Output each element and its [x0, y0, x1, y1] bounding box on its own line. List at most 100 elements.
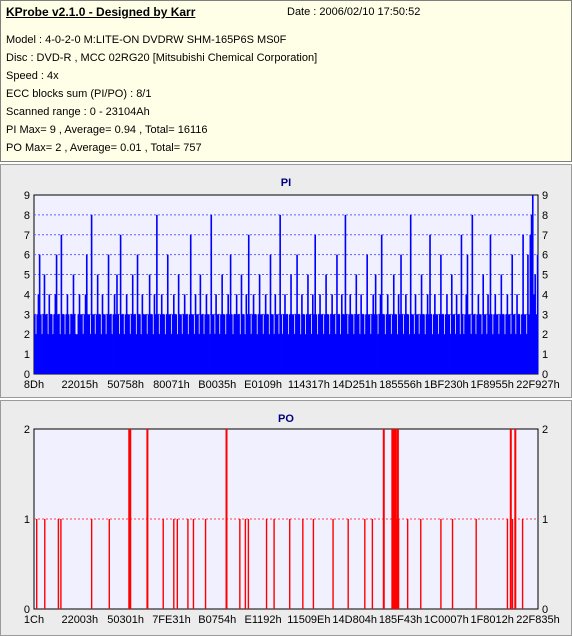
bar — [113, 294, 116, 374]
bar — [496, 314, 499, 374]
bar — [278, 334, 280, 374]
bar — [247, 519, 250, 609]
pi-chart: PI 0 0 1 1 2 2 3 3 4 4 5 5 6 6 7 7 8 8 9 9 8Dh 22015h 50758h 800… — [24, 177, 560, 391]
x-tick-label: 1F8955h — [470, 379, 513, 391]
bar — [340, 294, 343, 374]
bar — [528, 314, 530, 374]
bar — [392, 429, 395, 609]
bar — [67, 314, 70, 374]
bar — [437, 334, 440, 374]
bar — [330, 314, 332, 374]
bar — [401, 314, 404, 374]
bar — [240, 274, 243, 374]
bar — [311, 294, 314, 374]
y-tick-label-right: 7 — [542, 230, 548, 242]
y-tick-label-left: 3 — [24, 309, 30, 321]
bar — [38, 254, 41, 374]
bar — [212, 314, 215, 374]
bar — [129, 334, 132, 374]
bar — [415, 314, 418, 374]
bar — [518, 314, 521, 374]
bar — [378, 314, 381, 374]
bar — [260, 314, 262, 374]
bar — [256, 334, 258, 374]
bar — [226, 314, 228, 374]
bar — [79, 314, 82, 374]
bar — [64, 334, 66, 374]
bar — [492, 334, 494, 374]
bar — [192, 314, 194, 374]
y-tick-label-right: 0 — [542, 369, 548, 381]
bar — [110, 314, 112, 374]
bar — [331, 294, 333, 374]
bar — [146, 429, 149, 609]
bar — [469, 314, 471, 374]
bar — [276, 314, 279, 374]
bar — [81, 314, 83, 374]
bar — [185, 314, 187, 374]
bar — [124, 314, 127, 374]
bar — [409, 214, 412, 374]
bar — [292, 314, 295, 374]
info-line-pi-stats: PI Max= 9 , Average= 0.94 , Total= 16116 — [6, 124, 208, 136]
bar — [244, 519, 247, 609]
bar — [272, 314, 274, 374]
bar — [85, 254, 88, 374]
bar — [253, 314, 256, 374]
bar — [36, 314, 39, 374]
bar — [377, 334, 379, 374]
bar — [448, 314, 451, 374]
x-tick-label: 22F927h — [516, 379, 559, 391]
x-tick-label: 8Dh — [24, 379, 44, 391]
bar — [371, 314, 373, 374]
bar — [123, 334, 126, 374]
x-tick-label: 11509Eh — [287, 614, 330, 626]
y-tick-label-left: 4 — [24, 289, 30, 301]
chart-title: PO — [278, 413, 294, 425]
bar — [162, 314, 164, 374]
bar — [458, 314, 460, 374]
bar — [206, 314, 209, 374]
bar — [265, 519, 268, 609]
bar — [160, 294, 163, 374]
bar — [111, 334, 113, 374]
bar — [204, 314, 207, 374]
bar — [235, 294, 238, 374]
bar — [324, 314, 326, 374]
bar — [525, 334, 528, 374]
bar — [444, 314, 447, 374]
bar — [428, 314, 430, 374]
bar — [99, 314, 101, 374]
bar — [332, 519, 334, 609]
y-tick-label-right: 9 — [542, 190, 548, 202]
bar — [318, 314, 320, 374]
bar — [130, 314, 133, 374]
bar — [251, 314, 254, 374]
bar — [121, 314, 123, 374]
bar — [289, 314, 291, 374]
bar — [476, 314, 478, 374]
bar — [194, 294, 197, 374]
x-tick-label: 14D804h — [332, 614, 377, 626]
bar — [156, 214, 158, 374]
bar — [127, 314, 129, 374]
x-tick-label: 185F43h — [379, 614, 422, 626]
x-tick-label: B0035h — [198, 379, 236, 391]
bar — [535, 314, 538, 374]
bar — [44, 519, 46, 609]
bar — [397, 294, 400, 374]
bar — [405, 294, 407, 374]
bar — [198, 334, 200, 374]
bar — [215, 294, 217, 374]
bar — [129, 429, 132, 609]
bar — [116, 274, 118, 374]
bar — [429, 234, 431, 374]
bar — [348, 314, 350, 374]
bar — [101, 294, 104, 374]
bar — [244, 334, 246, 374]
bar — [394, 429, 397, 609]
bar — [92, 314, 94, 374]
bar — [106, 314, 109, 374]
app-title: KProbe v2.1.0 - Designed by Karr — [6, 5, 196, 19]
bar — [243, 314, 245, 374]
